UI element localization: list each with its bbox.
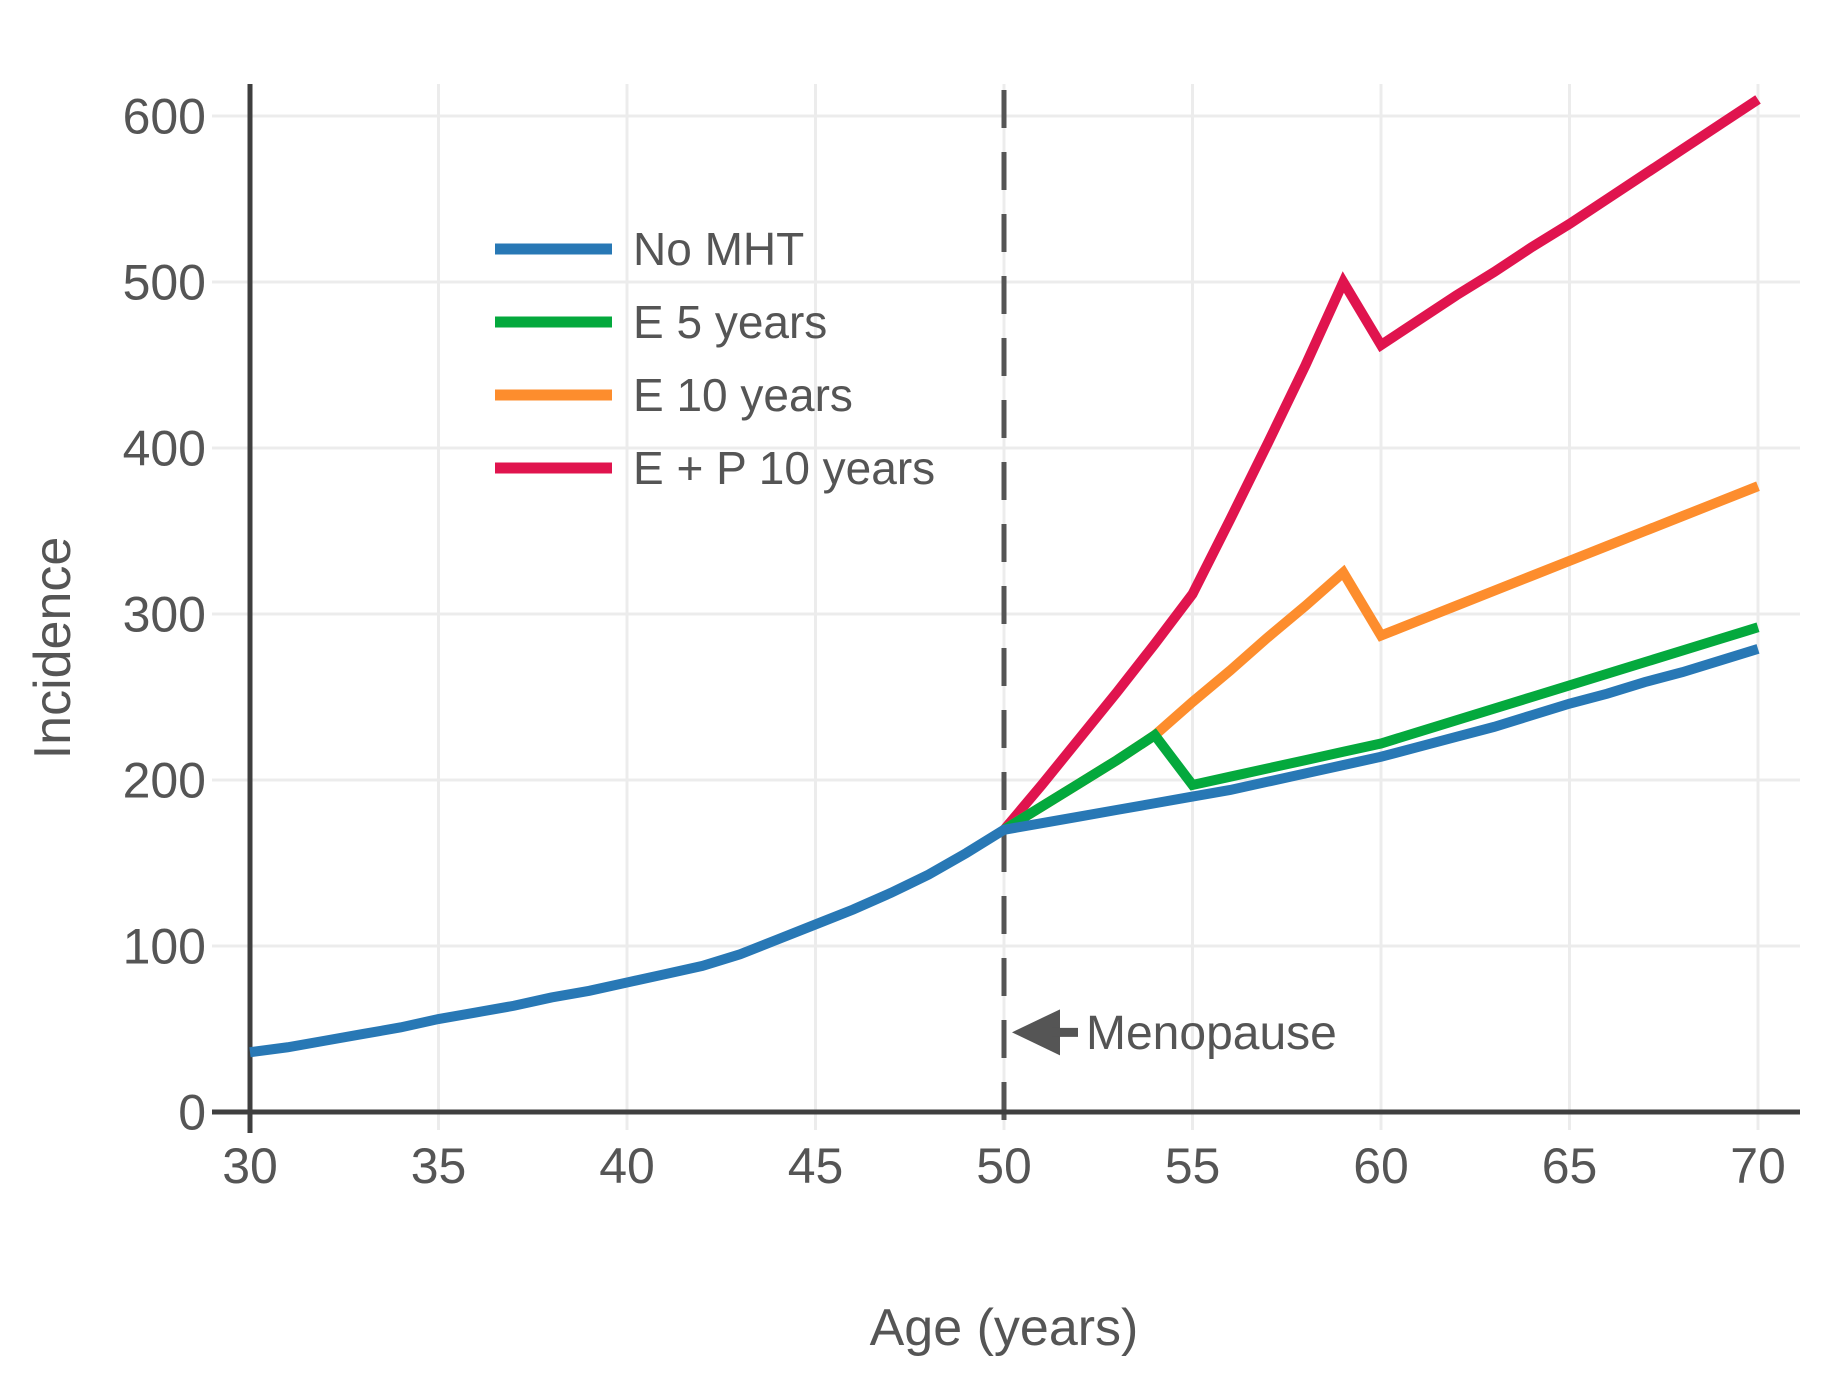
menopause-annotation: Menopause <box>1012 1007 1337 1060</box>
legend-item-label: E 10 years <box>633 369 853 421</box>
y-tick-label-0: 0 <box>178 1085 206 1141</box>
y-tick-label-500: 500 <box>123 255 206 311</box>
y-tick-label-100: 100 <box>123 919 206 975</box>
data-series-lines <box>249 95 1761 1058</box>
x-tick-label-35: 35 <box>411 1138 467 1194</box>
y-tick-label-600: 600 <box>123 89 206 145</box>
tick-labels: 30 35 40 45 50 55 60 65 70 0 100 200 300 400 500 600 <box>123 89 1786 1195</box>
legend-item-label: E + P 10 years <box>633 442 935 494</box>
left-arrow-icon <box>1012 1009 1060 1056</box>
x-tick-label-50: 50 <box>976 1138 1032 1194</box>
series-line-no-mht <box>249 644 1760 1058</box>
x-axis-title: Age (years) <box>870 1299 1139 1357</box>
legend-item-label: E 5 years <box>633 296 827 348</box>
x-tick-label-45: 45 <box>788 1138 844 1194</box>
y-tick-label-300: 300 <box>123 587 206 643</box>
x-tick-label-40: 40 <box>599 1138 655 1194</box>
legend-item-no-mht: No MHT <box>495 223 804 275</box>
y-tick-label-200: 200 <box>123 753 206 809</box>
legend: No MHT E 5 years E 10 years E + P 10 years <box>495 223 935 494</box>
legend-item-e-p-10-years: E + P 10 years <box>495 442 935 494</box>
series-line-e-p-10-years <box>1000 95 1761 834</box>
x-tick-label-30: 30 <box>222 1138 278 1194</box>
x-tick-label-55: 55 <box>1165 1138 1221 1194</box>
x-tick-label-65: 65 <box>1542 1138 1598 1194</box>
axes-spines <box>212 84 1800 1133</box>
legend-item-e-5-years: E 5 years <box>495 296 827 348</box>
y-axis-title: Incidence <box>24 537 82 760</box>
series-line-e-5-years <box>1001 622 1760 835</box>
legend-item-e-10-years: E 10 years <box>495 369 853 421</box>
legend-item-label: No MHT <box>633 223 804 275</box>
x-tick-label-60: 60 <box>1353 1138 1409 1194</box>
y-tick-label-400: 400 <box>123 421 206 477</box>
x-tick-label-70: 70 <box>1730 1138 1786 1194</box>
annotation-label: Menopause <box>1086 1007 1337 1060</box>
